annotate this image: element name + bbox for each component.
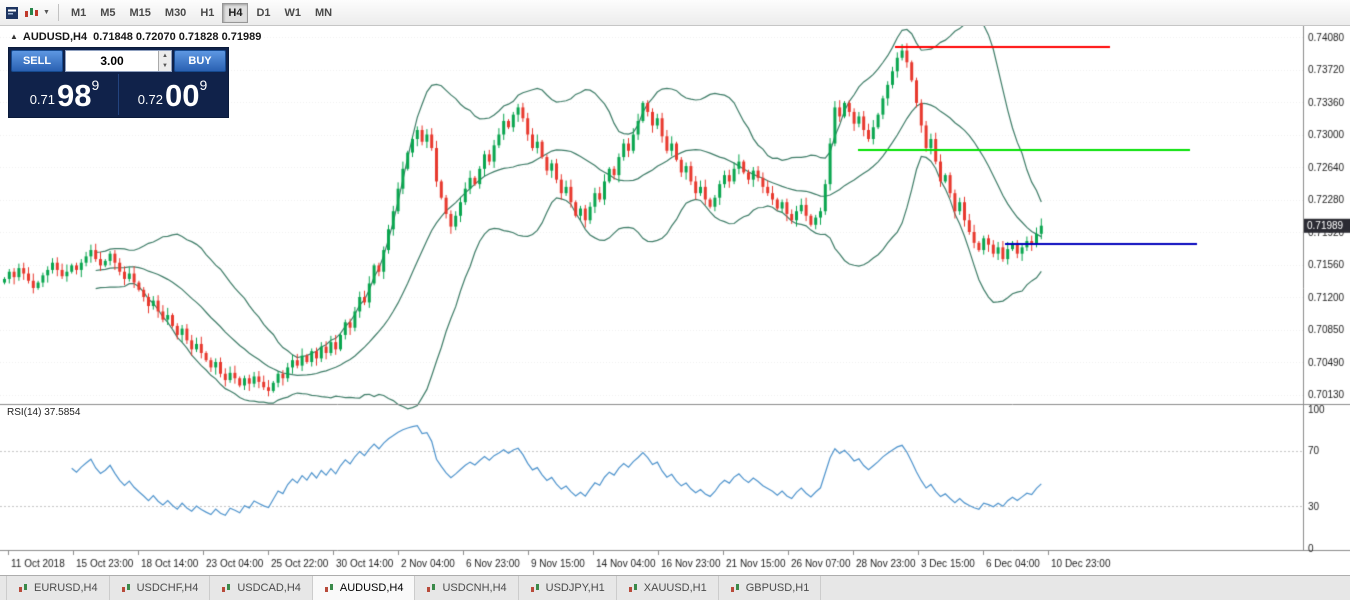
tab-label: XAUUSD,H1: [643, 582, 707, 594]
timeframe-button-h1[interactable]: H1: [194, 3, 220, 23]
tab-chart-icon: [730, 583, 739, 592]
timeframe-button-w1[interactable]: W1: [279, 3, 308, 23]
collapse-panel-arrow-icon[interactable]: ▲: [10, 32, 18, 41]
sell-price-prefix: 0.71: [29, 92, 56, 107]
volume-up-icon[interactable]: ▲: [159, 51, 171, 61]
tab-chart-icon: [19, 583, 27, 592]
tab-usdjpy-h1[interactable]: USDJPY,H1: [519, 576, 617, 600]
buy-price-prefix: 0.72: [137, 92, 164, 107]
tab-gbpusd-h1[interactable]: GBPUSD,H1: [719, 576, 822, 600]
timeframe-button-m1[interactable]: M1: [65, 3, 92, 23]
rsi-indicator-label: RSI(14) 37.5854: [7, 407, 81, 418]
timeframe-button-m15[interactable]: M15: [124, 3, 157, 23]
buy-price-point: 9: [199, 77, 208, 93]
tab-chart-icon: [324, 583, 333, 592]
tab-audusd-h4[interactable]: AUDUSD,H4: [312, 576, 416, 600]
tab-label: USDCAD,H4: [237, 582, 301, 594]
tab-label: GBPUSD,H1: [745, 582, 810, 594]
tab-label: AUDUSD,H4: [339, 582, 404, 594]
chart-title: ▲ AUDUSD,H4 0.71848 0.72070 0.71828 0.7198…: [10, 31, 261, 43]
tab-chart-icon: [628, 583, 637, 592]
timeframe-button-mn[interactable]: MN: [309, 3, 338, 23]
chart-symbol: AUDUSD,H4: [22, 31, 88, 43]
tab-label: USDJPY,H1: [545, 582, 605, 594]
toolbar-separator: [57, 4, 59, 21]
timeframe-button-d1[interactable]: D1: [250, 3, 276, 23]
tab-usdchf-h4[interactable]: USDCHF,H4: [110, 576, 211, 600]
tab-xauusd-h1[interactable]: XAUUSD,H1: [617, 576, 719, 600]
toolbar: ▼ M1 M5 M15 M30 H1 H4 D1 W1 MN: [0, 0, 1350, 26]
tab-usdcnh-h4[interactable]: USDCNH,H4: [415, 576, 519, 600]
timeframe-button-m5[interactable]: M5: [94, 3, 121, 23]
one-click-trading-panel: SELL ▲ ▼ BUY 0.71 98 9 0.72 00 9: [8, 47, 229, 118]
chart-ohlc-values: 0.71848 0.72070 0.71828 0.71989: [93, 31, 262, 43]
new-chart-icon[interactable]: [22, 3, 42, 23]
tab-chart-icon: [222, 583, 231, 592]
app-icon: [2, 3, 22, 23]
sell-price-pips: 98: [57, 78, 92, 113]
timeframe-button-m30[interactable]: M30: [159, 3, 192, 23]
chart-dropdown-caret-icon[interactable]: ▼: [43, 9, 50, 16]
tab-chart-icon: [427, 583, 436, 592]
tab-chart-icon: [530, 583, 539, 592]
buy-price-pips: 00: [165, 78, 200, 113]
volume-input[interactable]: [66, 51, 158, 71]
volume-box: ▲ ▼: [65, 50, 172, 72]
sell-button[interactable]: SELL: [11, 50, 63, 72]
tab-label: EURUSD,H4: [34, 582, 98, 594]
volume-down-icon[interactable]: ▼: [159, 61, 171, 71]
sell-price[interactable]: 0.71 98 9: [11, 74, 119, 115]
tab-usdcad-h4[interactable]: USDCAD,H4: [210, 576, 313, 600]
tab-label: USDCHF,H4: [136, 582, 199, 594]
volume-spinner: ▲ ▼: [158, 51, 171, 71]
buy-button[interactable]: BUY: [174, 50, 226, 72]
tab-label: USDCNH,H4: [442, 582, 507, 594]
chart-tab-bar: EURUSD,H4 USDCHF,H4 USDCAD,H4 AUDUSD,H4 …: [0, 575, 1350, 600]
sell-price-point: 9: [91, 77, 100, 93]
timeframe-button-h4[interactable]: H4: [222, 2, 249, 23]
buy-price[interactable]: 0.72 00 9: [119, 74, 226, 115]
tab-eurusd-h4[interactable]: EURUSD,H4: [6, 576, 110, 600]
tab-chart-icon: [121, 583, 130, 592]
